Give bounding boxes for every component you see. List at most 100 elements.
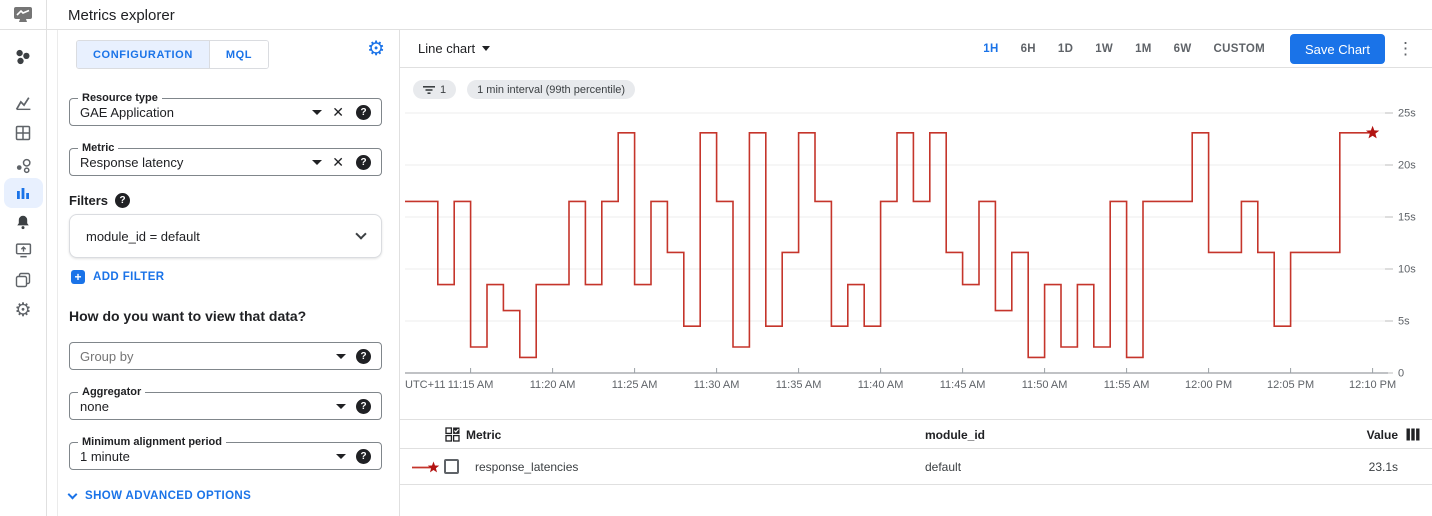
column-header-module-id: module_id — [925, 427, 986, 442]
add-filter-button[interactable]: + ADD FILTER — [71, 270, 165, 284]
page-title: Metrics explorer — [68, 6, 175, 24]
svg-text:25s: 25s — [1398, 108, 1416, 120]
svg-text:12:00 PM: 12:00 PM — [1185, 379, 1232, 391]
min-alignment-field[interactable]: Minimum alignment period 1 minute ? — [69, 436, 382, 470]
svg-text:UTC+11: UTC+11 — [405, 379, 445, 391]
metrics-explorer-icon[interactable] — [11, 181, 35, 205]
alerting-bell-icon[interactable] — [11, 210, 35, 234]
resource-type-label: Resource type — [78, 92, 162, 104]
resource-type-value: GAE Application — [80, 104, 174, 120]
chart-settings-gear-icon[interactable]: ⚙ — [367, 38, 385, 60]
help-icon[interactable]: ? — [356, 104, 371, 120]
svg-text:12:05 PM: 12:05 PM — [1267, 379, 1314, 391]
series-legend-star-icon — [412, 461, 440, 473]
legend-table-header: Metric module_id Value — [400, 420, 1432, 449]
cell-value: 23.1s — [1368, 460, 1398, 474]
latency-line-chart[interactable]: 25s 20s 15s 10s 5s 0 11:15 AM 11:20 AM 11:25 AM 1… — [400, 95, 1432, 395]
svg-text:11:25 AM: 11:25 AM — [612, 379, 658, 391]
help-icon[interactable]: ? — [356, 348, 371, 364]
metric-label: Metric — [78, 142, 119, 154]
monitoring-logo-icon — [14, 7, 32, 22]
svg-text:0: 0 — [1398, 368, 1404, 380]
cell-metric: response_latencies — [475, 460, 579, 474]
dashboard-grid-icon[interactable] — [11, 121, 35, 145]
resource-type-field[interactable]: Resource type GAE Application ✕ ? — [69, 92, 382, 126]
chevron-down-icon[interactable] — [355, 228, 367, 240]
save-chart-button[interactable]: Save Chart — [1289, 34, 1385, 64]
chevron-down-icon[interactable] — [312, 159, 323, 165]
filter-count-chip[interactable]: 1 — [413, 80, 457, 99]
group-by-field[interactable]: Group by ? — [69, 342, 382, 370]
svg-text:10s: 10s — [1398, 264, 1416, 276]
chevron-down-icon[interactable] — [336, 453, 346, 459]
table-row[interactable]: response_latencies default 23.1s — [400, 449, 1432, 485]
time-range-controls: 1H 6H 1D 1W 1M 6W CUSTOM Save Chart ⋮ — [972, 30, 1422, 68]
tab-mql[interactable]: MQL — [208, 41, 269, 68]
svg-text:20s: 20s — [1398, 160, 1416, 172]
svg-text:11:45 AM: 11:45 AM — [940, 379, 986, 391]
left-nav: ⚙ — [0, 30, 47, 516]
time-range-1h[interactable]: 1H — [983, 43, 999, 55]
overview-icon[interactable] — [11, 45, 35, 69]
tab-configuration[interactable]: CONFIGURATION — [77, 41, 209, 68]
services-icon[interactable] — [11, 154, 35, 178]
help-icon[interactable]: ? — [356, 448, 371, 464]
time-range-custom[interactable]: CUSTOM — [1213, 43, 1265, 55]
svg-text:11:55 AM: 11:55 AM — [1104, 379, 1150, 391]
metric-field[interactable]: Metric Response latency ✕ ? — [69, 142, 382, 176]
time-range-1d[interactable]: 1D — [1057, 43, 1074, 55]
svg-text:11:50 AM: 11:50 AM — [1022, 379, 1068, 391]
groups-icon[interactable] — [11, 268, 35, 292]
interval-chip[interactable]: 1 min interval (99th percentile) — [467, 80, 636, 99]
filters-heading: Filters ? — [69, 193, 131, 208]
help-icon[interactable]: ? — [115, 193, 131, 208]
time-range-6w[interactable]: 6W — [1173, 43, 1192, 55]
chevron-down-icon[interactable] — [312, 109, 323, 115]
svg-text:11:40 AM: 11:40 AM — [858, 379, 904, 391]
monitoring-logo-cell[interactable] — [0, 0, 47, 30]
filter-expression: module_id = default — [86, 228, 200, 244]
row-checkbox[interactable] — [444, 459, 459, 474]
settings-gear-icon[interactable]: ⚙ — [14, 299, 32, 321]
filter-list-icon — [423, 85, 435, 94]
aggregator-label: Aggregator — [78, 386, 146, 398]
plus-icon: + — [71, 270, 85, 284]
time-range-1m[interactable]: 1M — [1135, 43, 1152, 55]
time-range-1w[interactable]: 1W — [1095, 43, 1114, 55]
chart-chips: 1 1 min interval (99th percentile) — [413, 80, 636, 99]
svg-text:11:20 AM: 11:20 AM — [530, 379, 576, 391]
column-header-value: Value — [1366, 427, 1398, 442]
legend-table: Metric module_id Value response_latencie… — [400, 419, 1432, 485]
aggregator-value: none — [80, 398, 109, 414]
chart-header: Line chart 1H 6H 1D 1W 1M 6W CUSTOM Save… — [400, 30, 1432, 68]
view-data-heading: How do you want to view that data? — [69, 308, 307, 324]
filter-row[interactable]: module_id = default — [69, 214, 382, 258]
show-advanced-options-toggle[interactable]: SHOW ADVANCED OPTIONS — [67, 489, 251, 502]
svg-text:11:30 AM: 11:30 AM — [694, 379, 740, 391]
chevron-down-icon[interactable] — [336, 353, 346, 359]
clear-icon[interactable]: ✕ — [332, 153, 344, 170]
metric-value: Response latency — [80, 154, 184, 170]
svg-text:11:35 AM: 11:35 AM — [776, 379, 822, 391]
column-header-metric: Metric — [466, 427, 502, 442]
columns-icon[interactable] — [1406, 428, 1420, 441]
chart-panel: Line chart 1H 6H 1D 1W 1M 6W CUSTOM Save… — [400, 30, 1432, 516]
time-range-6h[interactable]: 6H — [1020, 43, 1036, 55]
chart-type-dropdown[interactable]: Line chart — [418, 41, 491, 56]
svg-text:15s: 15s — [1398, 212, 1416, 224]
clear-icon[interactable]: ✕ — [332, 103, 344, 120]
svg-text:12:10 PM: 12:10 PM — [1349, 379, 1396, 391]
dashboards-trend-icon[interactable] — [11, 91, 35, 115]
config-tab-group: CONFIGURATION MQL — [76, 40, 270, 69]
kebab-menu-icon[interactable]: ⋮ — [1397, 39, 1414, 58]
help-icon[interactable]: ? — [356, 154, 371, 170]
aggregator-field[interactable]: Aggregator none ? — [69, 386, 382, 420]
chevron-down-icon — [67, 489, 78, 500]
chevron-down-icon[interactable] — [336, 403, 346, 409]
uptime-checks-icon[interactable] — [11, 238, 35, 262]
select-metrics-grid-icon[interactable] — [445, 427, 460, 442]
svg-text:11:15 AM: 11:15 AM — [448, 379, 494, 391]
svg-text:5s: 5s — [1398, 316, 1410, 328]
chevron-down-icon — [482, 46, 491, 51]
help-icon[interactable]: ? — [356, 398, 371, 414]
